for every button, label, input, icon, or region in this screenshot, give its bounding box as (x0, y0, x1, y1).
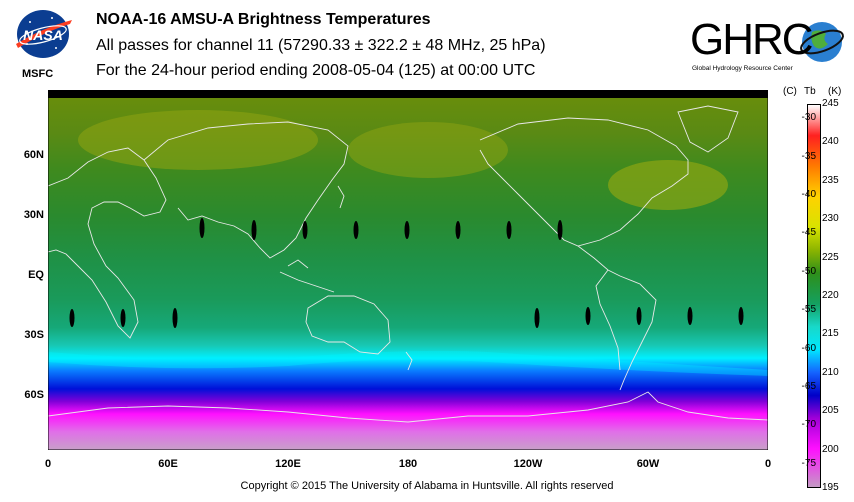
ghrc-logo-text: GHRC (690, 15, 813, 64)
period-label: For the 24-hour period ending 2008-05-04… (96, 62, 535, 80)
colorbar-unit-tb: Tb (804, 86, 816, 97)
colorbar-kelvin-tick: 200 (822, 444, 839, 455)
colorbar-celsius-tick: -40 (786, 189, 816, 200)
colorbar-unit-k: (K) (828, 86, 841, 97)
colorbar-kelvin-tick: 210 (822, 367, 839, 378)
colorbar-celsius-tick: -35 (786, 151, 816, 162)
lat-label-60s: 60S (18, 389, 44, 401)
chart-subtitle: All passes for channel 11 (57290.33 ± 32… (96, 37, 546, 55)
lon-label-60w: 60W (637, 458, 660, 470)
nasa-logo-icon: NASA (12, 8, 74, 60)
lon-label-60e: 60E (158, 458, 178, 470)
colorbar-celsius-tick: -45 (786, 227, 816, 238)
no-data-band (48, 90, 768, 98)
colorbar-celsius-tick: -55 (786, 304, 816, 315)
warm-patch (78, 110, 318, 170)
colorbar-celsius-tick: -50 (786, 266, 816, 277)
colorbar-kelvin-tick: 225 (822, 252, 839, 263)
colorbar-kelvin-tick: 240 (822, 136, 839, 147)
lon-label-120w: 120W (514, 458, 543, 470)
warm-patch (608, 160, 728, 210)
colorbar-kelvin-tick: 245 (822, 98, 839, 109)
msfc-label: MSFC (22, 68, 53, 80)
colorbar-celsius-tick: -30 (786, 112, 816, 123)
ghrc-subtitle: Global Hydrology Resource Center (692, 65, 794, 72)
lat-label-30n: 30N (18, 209, 44, 221)
colorbar-kelvin-tick: 220 (822, 290, 839, 301)
colorbar-celsius-tick: -60 (786, 343, 816, 354)
colorbar-celsius-tick: -70 (786, 419, 816, 430)
nasa-logo-text: NASA (23, 27, 63, 43)
lat-label-30s: 30S (18, 329, 44, 341)
ghrc-logo-icon: GHRC Global Hydrology Resource Center (688, 8, 848, 80)
warm-patch (348, 122, 508, 178)
colorbar-kelvin-tick: 215 (822, 328, 839, 339)
colorbar-celsius-tick: -75 (786, 458, 816, 469)
lat-label-60n: 60N (18, 149, 44, 161)
brightness-temperature-map (48, 90, 768, 450)
colorbar-unit-c: (C) (783, 86, 797, 97)
chart-title: NOAA-16 AMSU-A Brightness Temperatures (96, 11, 431, 29)
lat-label-eq: EQ (18, 269, 44, 281)
colorbar-kelvin-tick: 205 (822, 405, 839, 416)
colorbar-kelvin-tick: 230 (822, 213, 839, 224)
colorbar-kelvin-tick: 235 (822, 175, 839, 186)
copyright-text: Copyright © 2015 The University of Alaba… (0, 480, 854, 492)
lon-label-0: 0 (45, 458, 51, 470)
lon-label-0-east: 0 (765, 458, 771, 470)
colorbar-celsius-tick: -65 (786, 381, 816, 392)
lon-label-120e: 120E (275, 458, 301, 470)
lon-label-180: 180 (399, 458, 417, 470)
